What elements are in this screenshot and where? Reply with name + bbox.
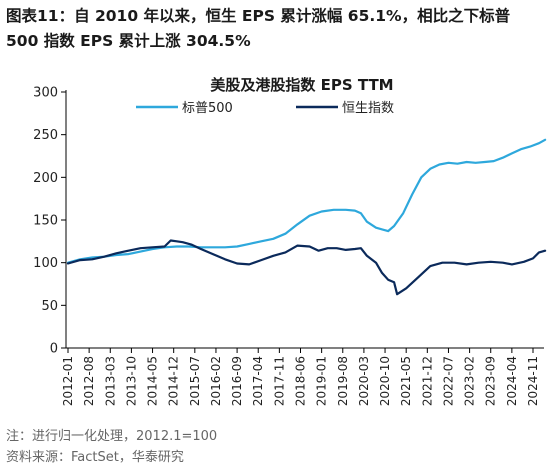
- series-layer: [66, 138, 547, 296]
- note-text: 注：进行归一化处理，2012.1=100: [6, 429, 218, 444]
- x-tick-label: 2024-11: [526, 356, 540, 406]
- x-tick-label: 2013-10: [124, 356, 138, 406]
- x-axis: 2012-01 2012-08 2013-03 2013-10 2014-05 2014-…: [61, 347, 544, 406]
- x-tick-label: 2019-01: [315, 356, 329, 406]
- figure-notes: 注：进行归一化处理，2012.1=100 资料来源：FactSet，华泰研究: [6, 426, 217, 468]
- x-tick-label: 2021-12: [420, 356, 434, 406]
- y-axis: 0 50 100 150 200 250 300: [33, 86, 67, 357]
- x-tick-label: 2024-04: [505, 356, 519, 406]
- series-line-sp500: [66, 138, 547, 264]
- x-tick-label: 2012-01: [61, 356, 75, 406]
- x-tick-label: 2017-11: [272, 356, 286, 406]
- legend: 标普500 恒生指数: [136, 101, 394, 116]
- y-tick-label: 200: [33, 171, 58, 186]
- x-tick-label: 2023-09: [484, 356, 498, 406]
- x-tick-label: 2016-02: [209, 356, 223, 406]
- x-tick-label: 2020-10: [378, 356, 392, 406]
- x-tick-label: 2019-08: [336, 356, 350, 406]
- figure-title: 图表11：自 2010 年以来，恒生 EPS 累计涨幅 65.1%，相比之下标普…: [6, 4, 546, 54]
- figure-label: 图表11：: [6, 7, 75, 25]
- y-tick-label: 50: [41, 299, 58, 314]
- series-line-hsi: [66, 239, 547, 296]
- source-text: 资料来源：FactSet，华泰研究: [6, 450, 184, 465]
- x-tick-label: 2017-04: [251, 356, 265, 406]
- y-tick-label: 0: [50, 342, 58, 357]
- x-tick-label: 2021-05: [399, 356, 413, 406]
- x-tick-label: 2014-05: [146, 356, 160, 406]
- figure-title-text: 自 2010 年以来，恒生 EPS 累计涨幅 65.1%，相比之下标普 500 …: [6, 7, 511, 50]
- x-tick-label: 2018-06: [294, 356, 308, 406]
- y-tick-label: 250: [33, 128, 58, 143]
- y-tick-label: 150: [33, 214, 58, 229]
- eps-line-chart: 美股及港股指数 EPS TTM 标普500 恒生指数 0 50 100 150 200 2…: [33, 76, 547, 406]
- x-tick-label: 2014-12: [167, 356, 181, 406]
- x-tick-label: 2023-02: [463, 356, 477, 406]
- x-tick-label: 2022-07: [441, 356, 455, 406]
- legend-label-hsi: 恒生指数: [342, 101, 394, 116]
- y-tick-label: 300: [33, 86, 58, 101]
- x-tick-label: 2020-03: [357, 356, 371, 406]
- x-tick-label: 2016-09: [230, 356, 244, 406]
- chart-title: 美股及港股指数 EPS TTM: [210, 76, 393, 94]
- x-tick-label: 2013-03: [103, 356, 117, 406]
- y-tick-label: 100: [33, 256, 58, 271]
- x-tick-label: 2012-08: [82, 356, 96, 406]
- legend-label-sp500: 标普500: [182, 101, 233, 116]
- x-tick-label: 2015-07: [188, 356, 202, 406]
